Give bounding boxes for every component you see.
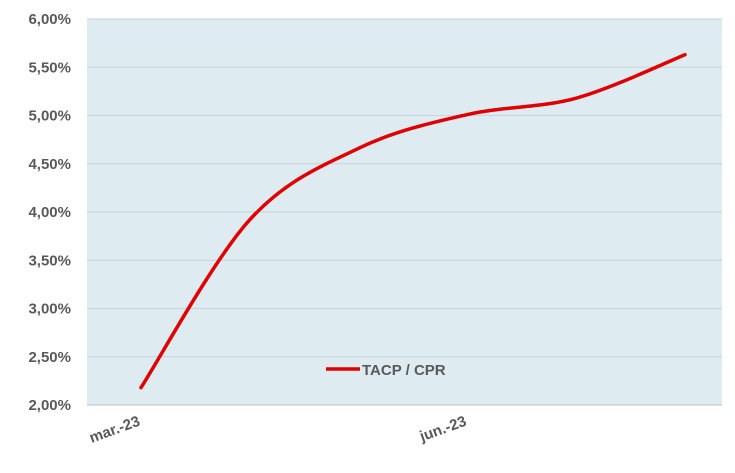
y-tick-label: 2,50% (28, 349, 71, 366)
y-tick-label: 2,00% (28, 397, 71, 414)
y-tick-label: 5,00% (28, 108, 71, 125)
x-tick-label: jun.-23 (417, 413, 469, 446)
line (139, 52, 687, 390)
legend-label: TACP / CPR (362, 362, 446, 379)
y-tick-label: 4,00% (28, 204, 71, 221)
y-tick-label: 3,00% (28, 301, 71, 318)
y-tick-label: 5,50% (28, 59, 71, 76)
x-tick-label: mar.-23 (87, 413, 142, 447)
y-tick-label: 6,00% (28, 11, 71, 28)
y-tick-label: 4,50% (28, 156, 71, 173)
y-tick-label: 3,50% (28, 252, 71, 269)
